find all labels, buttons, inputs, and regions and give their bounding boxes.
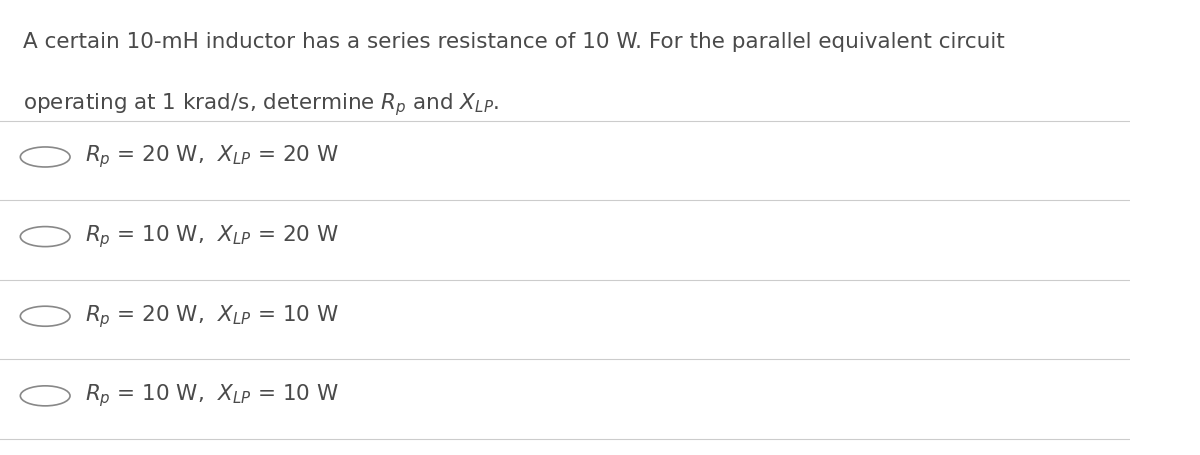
Text: $R_p$ = 10 W,  $X_{LP}$ = 10 W: $R_p$ = 10 W, $X_{LP}$ = 10 W <box>85 383 338 409</box>
Text: $R_p$ = 20 W,  $X_{LP}$ = 10 W: $R_p$ = 20 W, $X_{LP}$ = 10 W <box>85 303 338 329</box>
Text: $R_p$ = 20 W,  $X_{LP}$ = 20 W: $R_p$ = 20 W, $X_{LP}$ = 20 W <box>85 144 338 170</box>
Text: A certain 10-mH inductor has a series resistance of 10 W. For the parallel equiv: A certain 10-mH inductor has a series re… <box>23 32 1004 52</box>
Text: $R_p$ = 10 W,  $X_{LP}$ = 20 W: $R_p$ = 10 W, $X_{LP}$ = 20 W <box>85 223 338 250</box>
Text: operating at 1 krad/s, determine $R_p$ and $X_{LP}$.: operating at 1 krad/s, determine $R_p$ a… <box>23 91 499 118</box>
